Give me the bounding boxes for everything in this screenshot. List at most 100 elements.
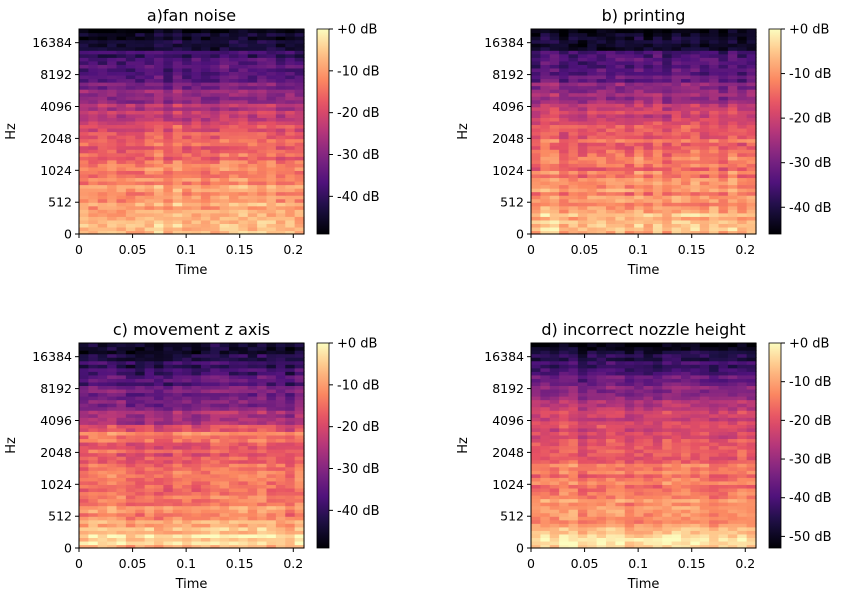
spectrogram-cell [257, 110, 268, 115]
spectrogram-cell [135, 487, 146, 493]
spectrogram-cell [294, 533, 305, 538]
spectrogram-cell [257, 502, 268, 507]
spectrogram-cell [107, 177, 118, 182]
spectrogram-cell [97, 202, 108, 207]
spectrogram-cell [746, 39, 757, 44]
spectrogram-cell [634, 456, 645, 461]
spectrogram-cell [624, 149, 635, 154]
spectrogram-cell [652, 212, 663, 217]
spectrogram-cell [154, 413, 164, 418]
spectrogram-cell [182, 441, 193, 447]
spectrogram-cell [587, 82, 598, 87]
spectrogram-cell [643, 491, 654, 496]
spectrogram-cell [154, 463, 164, 468]
spectrogram-cell [97, 502, 108, 507]
spectrogram-cell [144, 53, 155, 58]
spectrogram-cell [229, 173, 239, 179]
spectrogram-cell [210, 212, 221, 217]
spectrogram-cell [540, 36, 551, 41]
spectrogram-cell [718, 191, 729, 196]
spectrogram-cell [737, 85, 748, 90]
spectrogram-cell [163, 39, 174, 44]
spectrogram-cell [172, 523, 183, 528]
spectrogram-cell [531, 96, 541, 101]
spectrogram-cell [559, 216, 570, 221]
spectrogram-cell [624, 159, 635, 164]
spectrogram-cell [219, 50, 230, 55]
spectrogram-cell [746, 64, 757, 69]
spectrogram-cell [172, 494, 183, 500]
spectrogram-cell [615, 177, 626, 182]
spectrogram-cell [275, 473, 286, 478]
spectrogram-cell [154, 138, 164, 143]
spectrogram-cell [163, 209, 174, 214]
spectrogram-cell [596, 452, 607, 457]
spectrogram-cell [577, 71, 588, 76]
spectrogram-cell [107, 89, 118, 94]
spectrogram-cell [238, 487, 249, 493]
spectrogram-cell [229, 166, 239, 171]
spectrogram-cell [200, 191, 211, 196]
spectrogram-cell [294, 350, 305, 355]
spectrogram-cell [79, 519, 89, 524]
spectrogram-cell [643, 184, 654, 189]
spectrogram-cell [634, 477, 645, 482]
spectrogram-cell [587, 124, 598, 129]
spectrogram-cell [247, 106, 258, 111]
spectrogram-cell [540, 170, 551, 175]
spectrogram-cell [88, 396, 99, 401]
spectrogram-cell [191, 92, 202, 97]
spectrogram-cell [154, 113, 164, 118]
spectrogram-cell [275, 74, 286, 80]
spectrogram-cell [275, 188, 286, 193]
spectrogram-cell [172, 516, 183, 521]
spectrogram-cell [116, 103, 127, 108]
spectrogram-cell [652, 502, 663, 507]
spectrogram-cell [229, 96, 239, 101]
spectrogram-cell [606, 473, 616, 478]
spectrogram-cell [191, 420, 202, 425]
spectrogram-cell [135, 131, 146, 136]
spectrogram-cell [615, 131, 626, 136]
spectrogram-cell [624, 89, 635, 94]
spectrogram-cell [662, 537, 673, 542]
spectrogram-cell [116, 43, 127, 48]
spectrogram-cell [125, 533, 136, 538]
spectrogram-cell [662, 152, 673, 157]
spectrogram-cell [634, 29, 645, 34]
spectrogram-cell [182, 473, 193, 478]
spectrogram-cell [135, 371, 146, 376]
spectrogram-cell [163, 343, 174, 348]
spectrogram-cell [79, 180, 89, 186]
spectrogram-cell [191, 399, 202, 404]
spectrogram-cell [88, 406, 99, 411]
spectrogram-cell [200, 142, 211, 147]
x-tick-label: 0.05 [119, 556, 147, 571]
spectrogram-cell [275, 502, 286, 507]
spectrogram-cell [718, 452, 729, 457]
spectrogram-cell [219, 202, 230, 207]
colorbar-0 [316, 28, 330, 235]
spectrogram-cell [116, 509, 127, 514]
spectrogram-cell [247, 533, 258, 538]
spectrogram-cell [568, 191, 579, 196]
spectrogram-cell [681, 36, 691, 41]
spectrogram-cell [549, 29, 560, 34]
spectrogram-cell [116, 202, 127, 207]
spectrogram-cell [615, 498, 626, 503]
spectrogram-cell [191, 374, 202, 379]
spectrogram-cell [671, 202, 682, 207]
spectrogram-cell [624, 212, 635, 217]
spectrogram-cell [257, 463, 268, 468]
spectrogram-cell [577, 502, 588, 507]
spectrogram-cell [79, 219, 89, 224]
spectrogram-cell [97, 367, 108, 372]
spectrogram-cell [606, 64, 616, 69]
spectrogram-cell [559, 89, 570, 94]
spectrogram-cell [615, 180, 626, 186]
spectrogram-cell [191, 188, 202, 193]
spectrogram-cell [247, 480, 258, 485]
spectrogram-cell [652, 195, 663, 200]
spectrogram-cell [540, 163, 551, 168]
spectrogram-cell [615, 502, 626, 507]
